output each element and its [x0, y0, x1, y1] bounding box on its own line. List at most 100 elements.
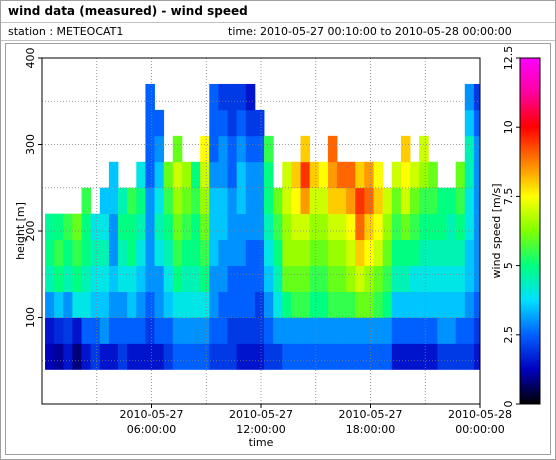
cell: [419, 213, 429, 241]
cell: [236, 187, 247, 215]
cell: [209, 291, 219, 318]
cell: [318, 161, 329, 189]
cell: [118, 317, 128, 344]
cell: [327, 239, 338, 266]
cell: [72, 291, 82, 318]
cell: [309, 265, 320, 292]
cell: [127, 265, 137, 292]
cell: [45, 291, 55, 318]
cell: [163, 317, 174, 344]
cell: [464, 317, 475, 344]
cell: [437, 239, 447, 266]
cell: [108, 161, 119, 189]
cell: [254, 109, 265, 137]
cell: [400, 265, 411, 292]
cell: [72, 213, 82, 241]
cell: [209, 343, 219, 370]
cell: [355, 265, 365, 292]
cell: [154, 239, 165, 266]
cell: [172, 213, 183, 241]
cell: [108, 317, 119, 344]
cell: [99, 291, 110, 318]
cell: [382, 213, 393, 241]
cell: [127, 187, 137, 215]
cell: [264, 161, 274, 189]
cell: [245, 291, 256, 318]
cell: [391, 317, 402, 344]
cell: [191, 187, 201, 215]
cell: [264, 265, 274, 292]
cell: [428, 317, 438, 344]
cell: [355, 161, 365, 189]
cell: [410, 213, 420, 241]
cell: [464, 187, 475, 215]
x-axis-label: time: [249, 436, 274, 449]
cell: [400, 187, 411, 215]
cell: [464, 109, 475, 137]
cell: [382, 265, 393, 292]
cell: [145, 239, 155, 266]
cell: [90, 265, 101, 292]
cell: [236, 213, 247, 241]
cell: [309, 161, 320, 189]
cell: [200, 135, 210, 163]
cell: [99, 265, 110, 292]
cell: [400, 343, 411, 370]
cell: [318, 291, 329, 318]
cell: [245, 213, 256, 241]
cell: [428, 291, 438, 318]
colorbar-tick-label: 0: [502, 401, 515, 408]
plot: 1002003004002010-05-2706:00:002010-05-27…: [24, 46, 541, 436]
cell: [227, 187, 238, 215]
cell: [154, 161, 165, 189]
cell: [145, 291, 155, 318]
cell: [254, 343, 265, 370]
cell: [72, 317, 82, 344]
cell: [63, 239, 73, 266]
y-axis-label: height [m]: [14, 202, 27, 260]
cell: [446, 317, 457, 344]
cell: [410, 239, 420, 266]
cell: [410, 187, 420, 215]
cell: [327, 343, 338, 370]
cell: [245, 343, 256, 370]
cell: [191, 317, 201, 344]
cell: [382, 187, 393, 215]
cell: [227, 343, 238, 370]
cell: [309, 343, 320, 370]
time-range: time: 2010-05-27 00:10:00 to 2010-05-28 …: [228, 25, 512, 38]
cell: [254, 291, 265, 318]
cell: [163, 343, 174, 370]
cell: [236, 239, 247, 266]
cell: [218, 265, 228, 292]
cell: [99, 213, 110, 241]
cell: [464, 291, 475, 318]
cell: [337, 291, 347, 318]
cell: [318, 187, 329, 215]
cell: [455, 239, 466, 266]
cell: [181, 161, 192, 189]
cell: [473, 343, 480, 370]
cell: [218, 109, 228, 137]
cell: [145, 187, 155, 215]
cell: [382, 239, 393, 266]
cell: [318, 213, 329, 241]
cell: [410, 343, 420, 370]
cell: [63, 343, 73, 370]
cell: [437, 265, 447, 292]
cell: [172, 187, 183, 215]
cell: [400, 213, 411, 241]
cell: [300, 239, 311, 266]
cell: [191, 213, 201, 241]
cell: [218, 187, 228, 215]
cell: [473, 213, 480, 241]
cell: [309, 213, 320, 241]
cell: [81, 265, 92, 292]
cell: [391, 343, 402, 370]
cell: [191, 239, 201, 266]
cell: [227, 213, 238, 241]
cell: [373, 291, 384, 318]
cell: [99, 317, 110, 344]
cell: [163, 187, 174, 215]
cell: [364, 343, 374, 370]
